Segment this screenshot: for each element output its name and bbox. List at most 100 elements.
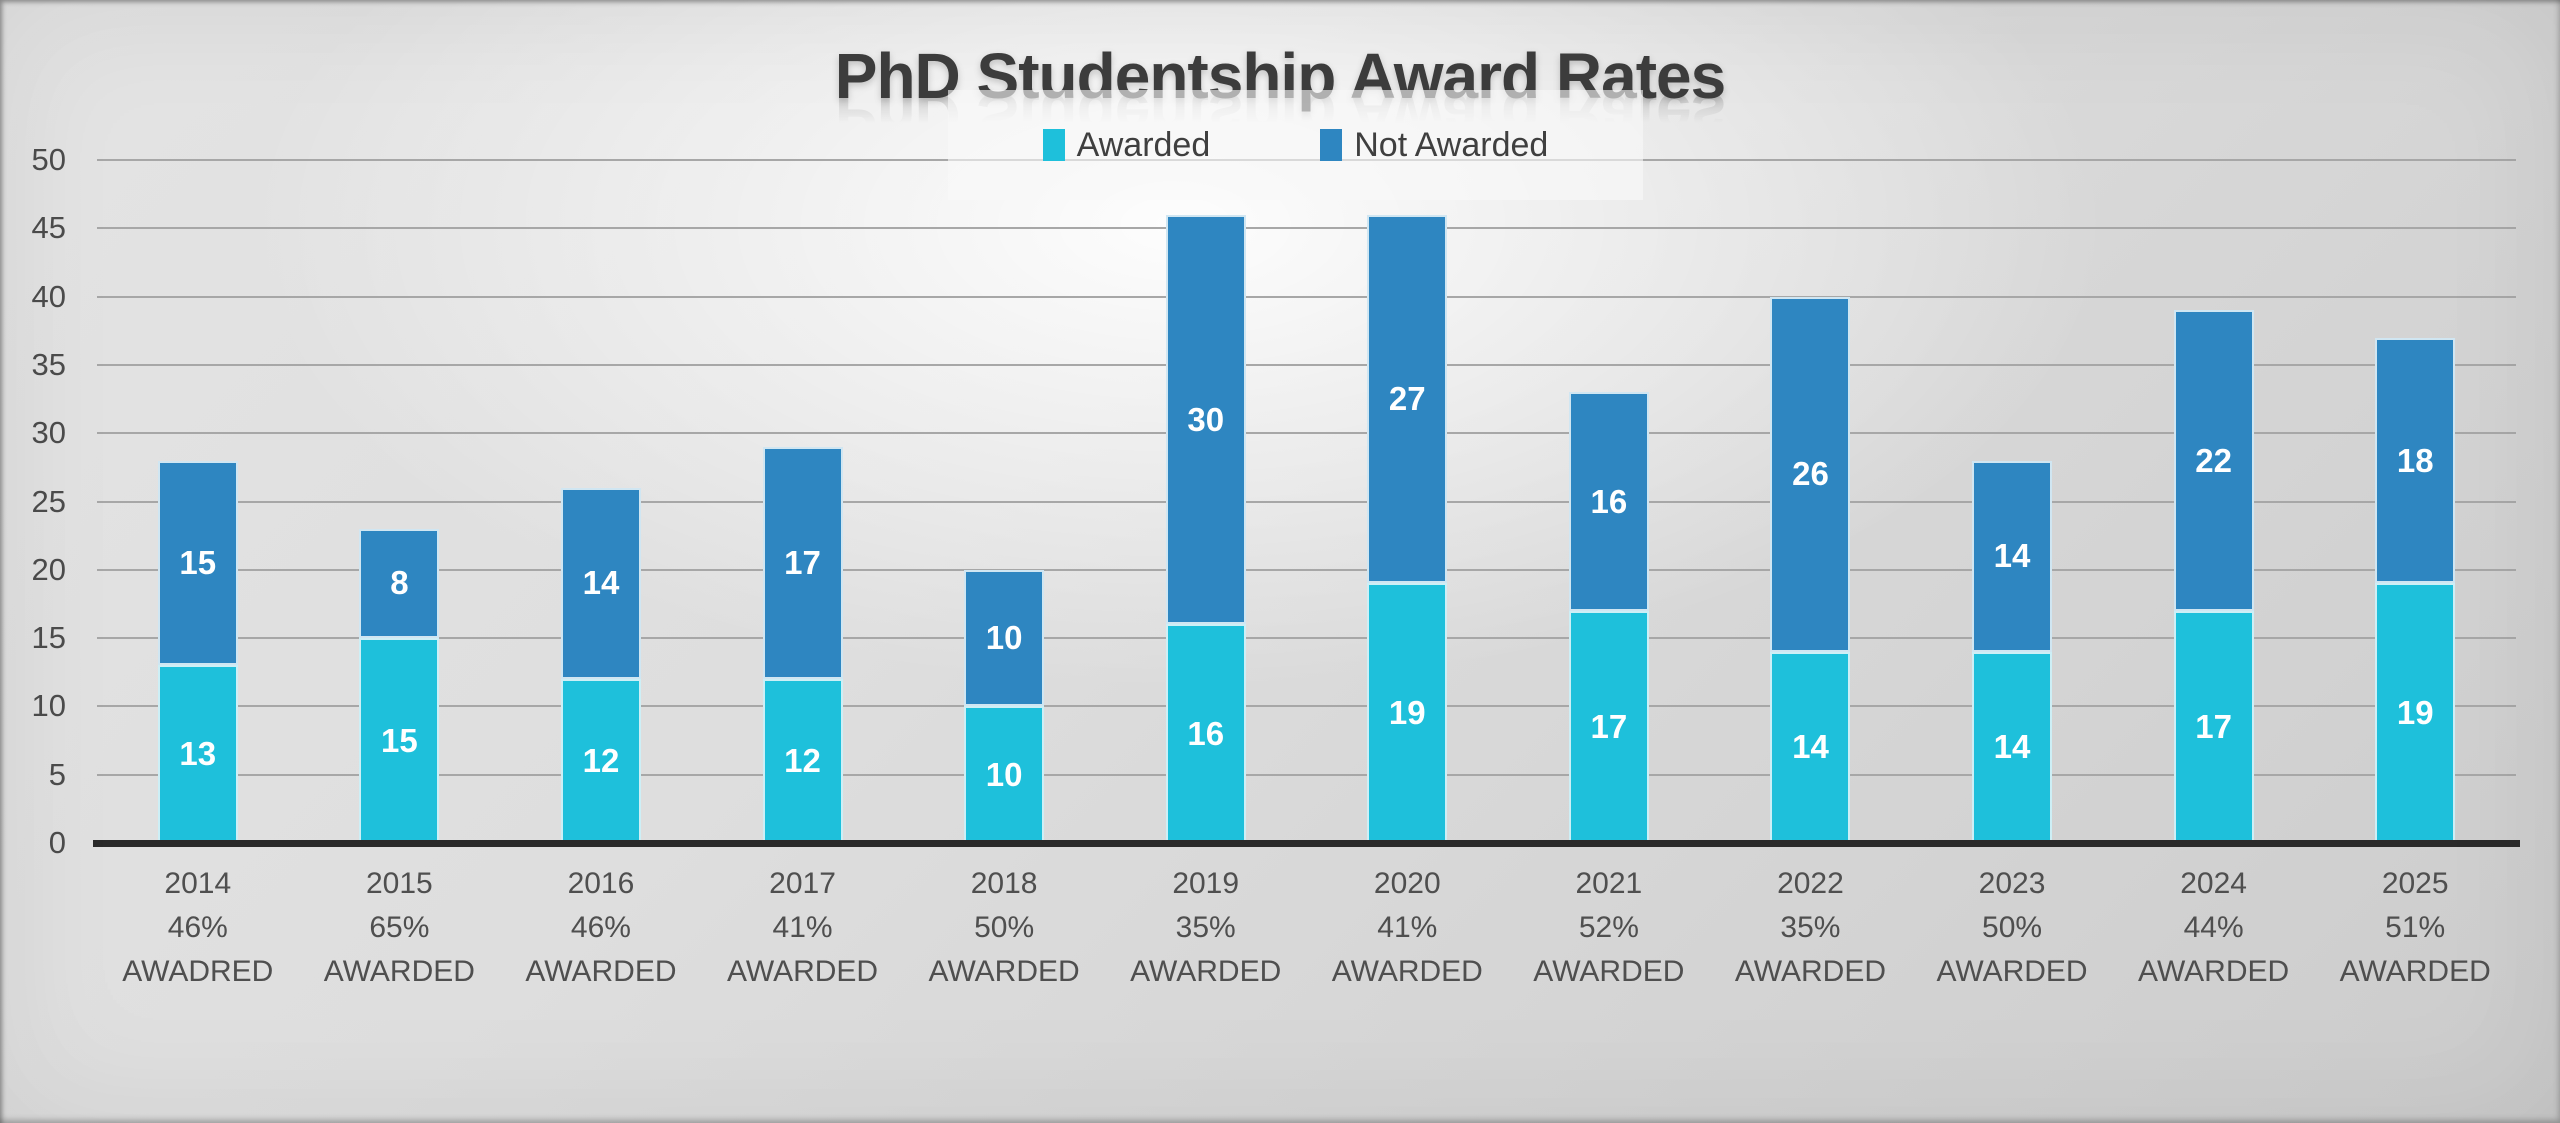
bar-value-label: 22 [2195,441,2232,479]
bar-value-label: 12 [582,742,620,780]
category-year: 2015 [365,867,433,900]
bar-value-label: 14 [1993,728,2031,766]
bar-segment-awarded-2021: 17 [1568,610,1649,843]
bar-value-label: 15 [381,721,418,759]
category-percent: 52% [1578,911,1639,944]
x-axis-category-label: 2025 51% AWARDED [2294,862,2536,994]
bar-segment-not-awarded-2019: 30 [1165,214,1246,625]
category-percent: 35% [1780,911,1841,944]
bar-segment-awarded-2014: 13 [157,665,238,843]
bar-value-label: 10 [985,619,1023,657]
category-caption: AWARDED [1734,955,1886,988]
category-caption: AWARDED [928,955,1080,988]
legend-label-awarded: Awarded [1076,125,1211,164]
category-year: 2014 [164,867,232,900]
bar-value-label: 13 [179,735,217,773]
plot-area: 13 15 15 8 12 14 12 17 10 10 16 30 19 27 17 16 14 26 14 14 1… [97,159,2516,843]
legend-item-awarded: Awarded [1042,125,1211,165]
category-year: 2020 [1373,867,1441,900]
bar-value-label: 26 [1792,455,1829,493]
y-axis-tick-label: 35 [31,346,66,382]
x-axis-category-label: 2022 35% AWARDED [1690,862,1932,994]
gridline [97,705,2516,708]
x-axis-category-label: 2020 41% AWARDED [1287,862,1529,994]
category-caption: AWARDED [1936,955,2088,988]
bar-value-label: 12 [784,742,821,780]
y-axis-tick-label: 40 [31,278,66,314]
category-caption: AWARDED [2138,955,2290,988]
x-axis-category-label: 2014 46% AWADRED [77,862,319,994]
x-axis-line [93,840,2520,847]
category-percent: 51% [2385,911,2446,944]
gridline [97,295,2516,298]
legend: Awarded Not Awarded [948,90,1643,200]
category-year: 2025 [2381,867,2449,900]
category-year: 2016 [567,867,635,900]
category-percent: 46% [167,911,228,944]
bar-value-label: 16 [1590,482,1628,520]
y-axis-tick-label: 45 [31,210,66,246]
category-year: 2018 [970,867,1038,900]
bar-segment-not-awarded-2016: 14 [560,487,641,680]
gridline [97,432,2516,435]
x-axis-category-label: 2017 41% AWARDED [682,862,924,994]
category-caption: AWADRED [122,955,274,988]
category-percent: 50% [974,911,1035,944]
bar-value-label: 15 [179,543,217,581]
y-axis-tick-label: 0 [48,825,66,860]
category-caption: AWARDED [1331,955,1483,988]
x-axis-category-label: 2023 50% AWARDED [1891,862,2133,994]
category-year: 2021 [1575,867,1643,900]
x-axis-category-label: 2019 35% AWARDED [1085,862,1327,994]
bar-segment-not-awarded-2015: 8 [359,528,440,639]
category-percent: 46% [570,911,631,944]
bar-value-label: 19 [1388,694,1426,732]
x-axis-category-label: 2015 65% AWARDED [279,862,521,994]
bar-value-label: 17 [1590,707,1628,745]
bar-segment-not-awarded-2022: 26 [1770,296,1851,652]
bar-segment-awarded-2022: 14 [1770,651,1851,843]
bar-segment-not-awarded-2018: 10 [964,569,1045,707]
bar-value-label: 18 [2396,441,2434,479]
bar-segment-awarded-2019: 16 [1165,624,1246,843]
y-axis-tick-label: 30 [31,415,66,451]
y-axis-tick-label: 5 [48,756,66,792]
y-axis-tick-label: 10 [31,688,66,724]
y-axis-tick-label: 15 [31,620,66,656]
bar-segment-awarded-2016: 12 [560,679,641,843]
bar-value-label: 17 [2195,707,2232,745]
x-axis-category-label: 2021 52% AWARDED [1488,862,1730,994]
category-percent: 44% [2183,911,2244,944]
bar-value-label: 17 [784,543,821,581]
bar-value-label: 14 [1792,728,1829,766]
category-percent: 41% [1377,911,1438,944]
bar-segment-not-awarded-2014: 15 [157,460,238,666]
bar-value-label: 27 [1388,380,1426,418]
bar-segment-not-awarded-2021: 16 [1568,392,1649,611]
gridline [97,500,2516,503]
legend-label-not-awarded: Not Awarded [1354,125,1549,164]
bar-segment-not-awarded-2025: 18 [2375,337,2456,584]
category-year: 2022 [1777,867,1844,900]
bar-segment-awarded-2020: 19 [1367,583,1448,843]
bar-value-label: 16 [1187,714,1225,752]
x-axis-category-label: 2018 50% AWARDED [883,862,1125,994]
category-caption: AWARDED [525,955,677,988]
bar-segment-not-awarded-2024: 22 [2173,310,2254,611]
legend-item-not-awarded: Not Awarded [1320,126,1548,165]
category-percent: 41% [772,911,833,944]
bar-segment-awarded-2017: 12 [762,679,843,843]
gridline [97,637,2516,640]
category-caption: AWARDED [1130,955,1282,988]
bar-value-label: 14 [582,564,620,602]
category-year: 2019 [1172,867,1240,900]
bar-value-label: 19 [2396,694,2434,732]
category-caption: AWARDED [323,955,475,988]
bar-value-label: 10 [985,755,1023,793]
bar-segment-awarded-2024: 17 [2173,610,2254,843]
bar-value-label: 30 [1187,400,1225,438]
category-percent: 50% [1982,911,2043,944]
category-percent: 65% [369,911,430,944]
bar-segment-awarded-2025: 19 [2375,583,2456,843]
